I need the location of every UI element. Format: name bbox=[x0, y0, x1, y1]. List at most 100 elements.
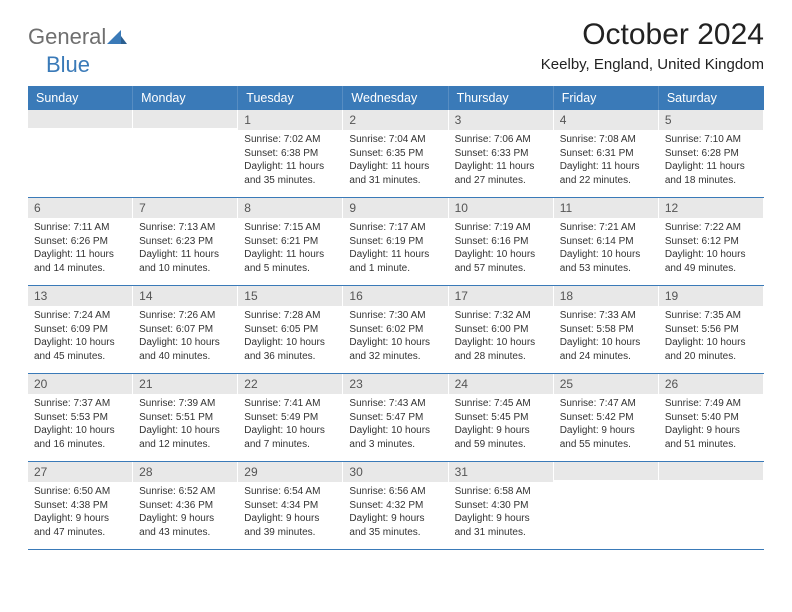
day-number: 16 bbox=[343, 286, 447, 306]
daylight-text: Daylight: 10 hours and 57 minutes. bbox=[455, 248, 547, 275]
day-cell: 10Sunrise: 7:19 AMSunset: 6:16 PMDayligh… bbox=[449, 198, 554, 285]
day-number: 27 bbox=[28, 462, 132, 482]
weekday-header: Monday bbox=[133, 86, 238, 110]
day-cell: 21Sunrise: 7:39 AMSunset: 5:51 PMDayligh… bbox=[133, 374, 238, 461]
sunrise-text: Sunrise: 7:47 AM bbox=[560, 397, 652, 411]
day-number: 14 bbox=[133, 286, 237, 306]
week-row: 1Sunrise: 7:02 AMSunset: 6:38 PMDaylight… bbox=[28, 110, 764, 198]
sunset-text: Sunset: 6:07 PM bbox=[139, 323, 231, 337]
day-body: Sunrise: 7:28 AMSunset: 6:05 PMDaylight:… bbox=[238, 306, 342, 367]
day-number bbox=[133, 110, 237, 128]
day-number: 28 bbox=[133, 462, 237, 482]
daylight-text: Daylight: 10 hours and 53 minutes. bbox=[560, 248, 652, 275]
day-body: Sunrise: 7:11 AMSunset: 6:26 PMDaylight:… bbox=[28, 218, 132, 279]
day-cell: 20Sunrise: 7:37 AMSunset: 5:53 PMDayligh… bbox=[28, 374, 133, 461]
day-cell: 3Sunrise: 7:06 AMSunset: 6:33 PMDaylight… bbox=[449, 110, 554, 197]
day-body: Sunrise: 7:41 AMSunset: 5:49 PMDaylight:… bbox=[238, 394, 342, 455]
sunset-text: Sunset: 6:21 PM bbox=[244, 235, 336, 249]
sunrise-text: Sunrise: 7:11 AM bbox=[34, 221, 126, 235]
day-body: Sunrise: 7:21 AMSunset: 6:14 PMDaylight:… bbox=[554, 218, 658, 279]
daylight-text: Daylight: 11 hours and 35 minutes. bbox=[244, 160, 336, 187]
day-cell: 30Sunrise: 6:56 AMSunset: 4:32 PMDayligh… bbox=[343, 462, 448, 549]
weekday-header: Friday bbox=[554, 86, 659, 110]
day-cell: 27Sunrise: 6:50 AMSunset: 4:38 PMDayligh… bbox=[28, 462, 133, 549]
sunrise-text: Sunrise: 6:52 AM bbox=[139, 485, 231, 499]
day-body: Sunrise: 7:26 AMSunset: 6:07 PMDaylight:… bbox=[133, 306, 237, 367]
sunset-text: Sunset: 4:34 PM bbox=[244, 499, 336, 513]
sunrise-text: Sunrise: 7:35 AM bbox=[665, 309, 757, 323]
day-cell bbox=[554, 462, 659, 549]
sunset-text: Sunset: 5:45 PM bbox=[455, 411, 547, 425]
daylight-text: Daylight: 11 hours and 31 minutes. bbox=[349, 160, 441, 187]
daylight-text: Daylight: 10 hours and 16 minutes. bbox=[34, 424, 126, 451]
day-cell: 5Sunrise: 7:10 AMSunset: 6:28 PMDaylight… bbox=[659, 110, 764, 197]
sunrise-text: Sunrise: 6:50 AM bbox=[34, 485, 126, 499]
sunrise-text: Sunrise: 7:26 AM bbox=[139, 309, 231, 323]
daylight-text: Daylight: 10 hours and 40 minutes. bbox=[139, 336, 231, 363]
day-cell: 14Sunrise: 7:26 AMSunset: 6:07 PMDayligh… bbox=[133, 286, 238, 373]
day-number: 8 bbox=[238, 198, 342, 218]
sunset-text: Sunset: 4:32 PM bbox=[349, 499, 441, 513]
daylight-text: Daylight: 9 hours and 31 minutes. bbox=[455, 512, 547, 539]
day-cell: 28Sunrise: 6:52 AMSunset: 4:36 PMDayligh… bbox=[133, 462, 238, 549]
daylight-text: Daylight: 11 hours and 22 minutes. bbox=[560, 160, 652, 187]
day-body: Sunrise: 7:30 AMSunset: 6:02 PMDaylight:… bbox=[343, 306, 447, 367]
day-number: 30 bbox=[343, 462, 447, 482]
day-body: Sunrise: 7:24 AMSunset: 6:09 PMDaylight:… bbox=[28, 306, 132, 367]
sunrise-text: Sunrise: 7:33 AM bbox=[560, 309, 652, 323]
day-cell: 29Sunrise: 6:54 AMSunset: 4:34 PMDayligh… bbox=[238, 462, 343, 549]
day-cell: 1Sunrise: 7:02 AMSunset: 6:38 PMDaylight… bbox=[238, 110, 343, 197]
day-number: 13 bbox=[28, 286, 132, 306]
week-row: 13Sunrise: 7:24 AMSunset: 6:09 PMDayligh… bbox=[28, 286, 764, 374]
day-cell: 8Sunrise: 7:15 AMSunset: 6:21 PMDaylight… bbox=[238, 198, 343, 285]
sunset-text: Sunset: 6:26 PM bbox=[34, 235, 126, 249]
day-body bbox=[554, 480, 658, 540]
daylight-text: Daylight: 9 hours and 55 minutes. bbox=[560, 424, 652, 451]
weekday-header: Tuesday bbox=[238, 86, 343, 110]
day-cell: 31 Sunrise: 6:58 AMSunset: 4:30 PMDayligh… bbox=[449, 462, 554, 549]
location-text: Keelby, England, United Kingdom bbox=[541, 56, 764, 73]
week-row: 6Sunrise: 7:11 AMSunset: 6:26 PMDaylight… bbox=[28, 198, 764, 286]
sunset-text: Sunset: 6:28 PM bbox=[665, 147, 757, 161]
weekday-header: Sunday bbox=[28, 86, 133, 110]
logo: General Blue bbox=[28, 24, 127, 78]
sunset-text: Sunset: 4:30 PM bbox=[455, 499, 547, 513]
daylight-text: Daylight: 9 hours and 39 minutes. bbox=[244, 512, 336, 539]
sunset-text: Sunset: 4:36 PM bbox=[139, 499, 231, 513]
week-row: 20Sunrise: 7:37 AMSunset: 5:53 PMDayligh… bbox=[28, 374, 764, 462]
sunset-text: Sunset: 6:14 PM bbox=[560, 235, 652, 249]
sunset-text: Sunset: 6:09 PM bbox=[34, 323, 126, 337]
sunset-text: Sunset: 5:42 PM bbox=[560, 411, 652, 425]
day-body: Sunrise: 7:49 AMSunset: 5:40 PMDaylight:… bbox=[659, 394, 763, 455]
day-body bbox=[133, 128, 237, 188]
day-body: Sunrise: 7:45 AMSunset: 5:45 PMDaylight:… bbox=[449, 394, 553, 455]
sunrise-text: Sunrise: 7:13 AM bbox=[139, 221, 231, 235]
sunrise-text: Sunrise: 6:58 AM bbox=[455, 485, 547, 499]
day-number: 31 bbox=[449, 462, 553, 482]
day-cell: 17Sunrise: 7:32 AMSunset: 6:00 PMDayligh… bbox=[449, 286, 554, 373]
daylight-text: Daylight: 10 hours and 7 minutes. bbox=[244, 424, 336, 451]
day-body: Sunrise: 7:02 AMSunset: 6:38 PMDaylight:… bbox=[238, 130, 342, 191]
day-body: Sunrise: 7:47 AMSunset: 5:42 PMDaylight:… bbox=[554, 394, 658, 455]
header: General Blue October 2024 Keelby, Englan… bbox=[28, 18, 764, 78]
day-body: Sunrise: 7:43 AMSunset: 5:47 PMDaylight:… bbox=[343, 394, 447, 455]
daylight-text: Daylight: 10 hours and 24 minutes. bbox=[560, 336, 652, 363]
daylight-text: Daylight: 10 hours and 49 minutes. bbox=[665, 248, 757, 275]
sunset-text: Sunset: 6:19 PM bbox=[349, 235, 441, 249]
daylight-text: Daylight: 11 hours and 5 minutes. bbox=[244, 248, 336, 275]
sunset-text: Sunset: 4:38 PM bbox=[34, 499, 126, 513]
day-number: 26 bbox=[659, 374, 763, 394]
sunrise-text: Sunrise: 7:32 AM bbox=[455, 309, 547, 323]
sunrise-text: Sunrise: 7:21 AM bbox=[560, 221, 652, 235]
day-cell: 11Sunrise: 7:21 AMSunset: 6:14 PMDayligh… bbox=[554, 198, 659, 285]
weekday-header-row: SundayMondayTuesdayWednesdayThursdayFrid… bbox=[28, 86, 764, 110]
day-body: Sunrise: 7:15 AMSunset: 6:21 PMDaylight:… bbox=[238, 218, 342, 279]
day-number: 6 bbox=[28, 198, 132, 218]
day-cell: 12Sunrise: 7:22 AMSunset: 6:12 PMDayligh… bbox=[659, 198, 764, 285]
day-number: 15 bbox=[238, 286, 342, 306]
weekday-header: Wednesday bbox=[343, 86, 448, 110]
sunrise-text: Sunrise: 7:39 AM bbox=[139, 397, 231, 411]
day-number: 29 bbox=[238, 462, 342, 482]
day-body: Sunrise: 7:19 AMSunset: 6:16 PMDaylight:… bbox=[449, 218, 553, 279]
sunrise-text: Sunrise: 7:41 AM bbox=[244, 397, 336, 411]
